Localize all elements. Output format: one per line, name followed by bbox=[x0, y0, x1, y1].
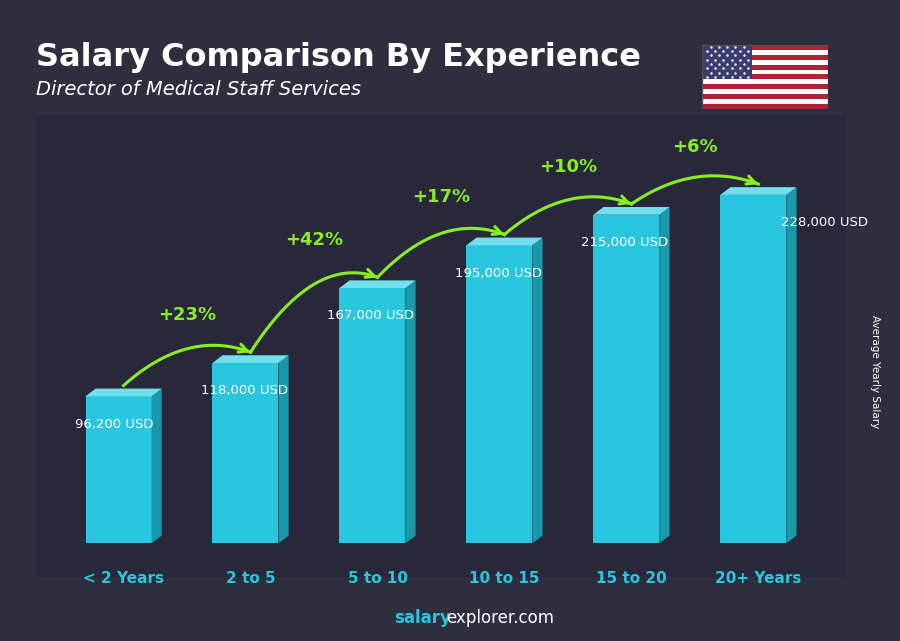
Text: 15 to 20: 15 to 20 bbox=[596, 570, 667, 586]
Bar bbox=[702, 69, 828, 74]
Text: explorer.com: explorer.com bbox=[446, 609, 554, 627]
Bar bbox=[212, 363, 278, 544]
Text: +23%: +23% bbox=[158, 306, 216, 324]
Bar bbox=[466, 246, 533, 544]
Bar bbox=[702, 74, 828, 79]
Text: 195,000 USD: 195,000 USD bbox=[455, 267, 542, 279]
Polygon shape bbox=[787, 187, 796, 544]
Bar bbox=[702, 60, 828, 65]
Bar bbox=[702, 85, 828, 89]
Text: 96,200 USD: 96,200 USD bbox=[76, 418, 154, 431]
Polygon shape bbox=[466, 238, 543, 246]
Polygon shape bbox=[86, 388, 162, 396]
Polygon shape bbox=[406, 280, 416, 544]
Text: +17%: +17% bbox=[412, 188, 470, 206]
Text: +6%: +6% bbox=[672, 138, 717, 156]
Text: Salary Comparison By Experience: Salary Comparison By Experience bbox=[36, 42, 641, 72]
Polygon shape bbox=[660, 207, 670, 544]
Text: 5 to 10: 5 to 10 bbox=[347, 570, 408, 586]
Text: 10 to 15: 10 to 15 bbox=[469, 570, 540, 586]
Bar bbox=[702, 89, 828, 94]
Polygon shape bbox=[151, 388, 162, 544]
Text: salary: salary bbox=[394, 609, 451, 627]
Text: Director of Medical Staff Services: Director of Medical Staff Services bbox=[36, 80, 361, 99]
Bar bbox=[702, 65, 828, 69]
Bar bbox=[702, 45, 752, 79]
Bar bbox=[702, 99, 828, 104]
Polygon shape bbox=[593, 207, 670, 215]
Polygon shape bbox=[720, 187, 796, 195]
Bar bbox=[702, 94, 828, 99]
Text: < 2 Years: < 2 Years bbox=[83, 570, 164, 586]
Bar bbox=[702, 45, 828, 50]
Text: 2 to 5: 2 to 5 bbox=[226, 570, 275, 586]
Text: Average Yearly Salary: Average Yearly Salary bbox=[869, 315, 880, 428]
Text: +42%: +42% bbox=[285, 231, 343, 249]
Text: 215,000 USD: 215,000 USD bbox=[580, 236, 668, 249]
Text: 167,000 USD: 167,000 USD bbox=[327, 310, 414, 322]
Polygon shape bbox=[533, 238, 543, 544]
Bar bbox=[702, 50, 828, 54]
Bar bbox=[593, 215, 660, 544]
Text: 20+ Years: 20+ Years bbox=[716, 570, 802, 586]
Bar bbox=[702, 79, 828, 85]
Text: +10%: +10% bbox=[539, 158, 597, 176]
Bar bbox=[720, 195, 787, 544]
Polygon shape bbox=[278, 355, 289, 544]
Text: 228,000 USD: 228,000 USD bbox=[781, 216, 868, 229]
Polygon shape bbox=[212, 355, 289, 363]
Bar bbox=[339, 288, 406, 544]
Text: 118,000 USD: 118,000 USD bbox=[201, 385, 288, 397]
Bar bbox=[86, 396, 151, 544]
Bar bbox=[702, 104, 828, 109]
Bar bbox=[702, 54, 828, 60]
Polygon shape bbox=[339, 280, 416, 288]
